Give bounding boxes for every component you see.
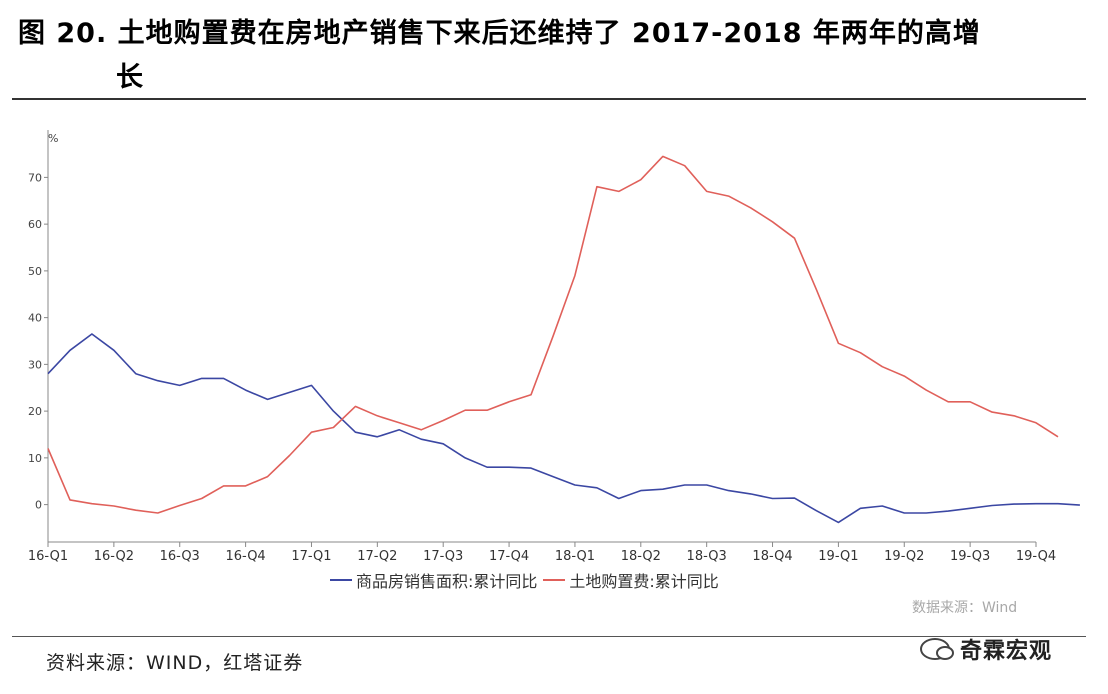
y-axis-unit-label: % — [48, 132, 58, 145]
y-tick-label: 0 — [35, 499, 42, 512]
figure-title-line1: 图 20. 土地购置费在房地产销售下来后还维持了 2017-2018 年两年的高… — [18, 18, 981, 49]
legend-label-land-cost: 土地购置费:累计同比 — [569, 572, 719, 591]
x-tick-label: 18-Q2 — [621, 549, 661, 564]
wechat-icon — [920, 638, 954, 660]
x-tick-label: 18-Q4 — [752, 549, 792, 564]
chart-axes: 0 10 20 30 40 50 60 70 16-Q1 16-Q2 16-Q3 16-Q4 17-Q1… — [28, 130, 1056, 564]
legend-swatch-sales-area — [330, 579, 352, 581]
watermark: 奇霖宏观 — [920, 633, 1052, 665]
chart-legend: 商品房销售面积:累计同比 土地购置费:累计同比 — [330, 568, 719, 592]
line-chart: 0 10 20 30 40 50 60 70 16-Q1 16-Q2 16-Q3 16-Q4 17-Q1… — [28, 130, 1080, 564]
top-rule — [12, 98, 1086, 100]
x-tick-label: 19-Q2 — [884, 549, 924, 564]
figure-title: 图 20. 土地购置费在房地产销售下来后还维持了 2017-2018 年两年的高… — [18, 12, 1088, 100]
chart-lines — [47, 155, 1080, 524]
legend-swatch-land-cost — [543, 579, 566, 581]
source-footer: 资料来源：WIND，红塔证券 — [46, 652, 304, 674]
x-tick-label: 18-Q1 — [555, 549, 595, 564]
x-tick-label: 17-Q2 — [357, 549, 397, 564]
x-tick-label: 16-Q2 — [94, 549, 134, 564]
y-tick-label: 20 — [28, 405, 42, 418]
chart-source-note: 数据来源：Wind — [912, 600, 1018, 616]
x-tick-label: 19-Q3 — [950, 549, 990, 564]
legend-item-land-cost: 土地购置费:累计同比 — [543, 568, 719, 592]
x-tick-label: 17-Q4 — [489, 549, 529, 564]
legend-label-sales-area: 商品房销售面积:累计同比 — [356, 572, 538, 591]
legend-item-sales-area: 商品房销售面积:累计同比 — [330, 568, 537, 592]
y-tick-label: 70 — [28, 171, 42, 184]
y-tick-label: 10 — [28, 452, 42, 465]
x-tick-label: 19-Q4 — [1016, 549, 1056, 564]
series-line-0 — [47, 333, 1080, 524]
x-tick-label: 17-Q3 — [423, 549, 463, 564]
y-tick-label: 40 — [28, 312, 42, 325]
x-tick-label: 17-Q1 — [291, 549, 331, 564]
x-tick-label: 16-Q1 — [28, 549, 68, 564]
x-tick-label: 19-Q1 — [818, 549, 858, 564]
bottom-rule — [12, 636, 1086, 637]
y-tick-label: 60 — [28, 218, 42, 231]
watermark-text: 奇霖宏观 — [960, 639, 1053, 664]
figure-title-line2: 长 — [116, 62, 144, 93]
x-tick-label: 18-Q3 — [687, 549, 727, 564]
x-tick-label: 16-Q4 — [225, 549, 265, 564]
y-tick-label: 30 — [28, 358, 42, 371]
x-tick-label: 16-Q3 — [160, 549, 200, 564]
series-line-1 — [47, 155, 1059, 514]
y-tick-label: 50 — [28, 265, 42, 278]
